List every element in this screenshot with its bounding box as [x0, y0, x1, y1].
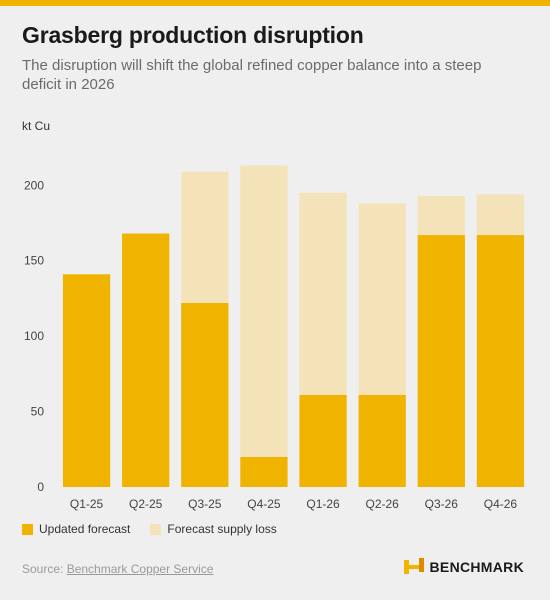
- y-tick-label: 0: [37, 480, 44, 494]
- y-axis-unit-label: kt Cu: [22, 119, 51, 133]
- x-tick-label: Q2-26: [366, 497, 400, 511]
- benchmark-logo-icon: [403, 558, 424, 574]
- bar-forecast-supply-loss: [358, 203, 406, 395]
- bar-forecast-supply-loss: [476, 194, 525, 236]
- bar-updated-forecast: [476, 235, 525, 487]
- bar-updated-forecast: [299, 394, 347, 487]
- x-tick-label: Q1-26: [306, 497, 340, 511]
- bar-updated-forecast: [417, 235, 465, 487]
- bar-forecast-supply-loss: [181, 171, 229, 303]
- bar-updated-forecast: [122, 233, 170, 487]
- legend-item-forecast-supply-loss: Forecast supply loss: [150, 522, 277, 536]
- bar-forecast-supply-loss: [299, 192, 347, 395]
- x-tick-label: Q4-26: [484, 497, 518, 511]
- legend-label-updated-forecast: Updated forecast: [39, 522, 131, 536]
- source-note: Source: Benchmark Copper Service: [22, 562, 213, 576]
- accent-top-bar: [0, 0, 550, 6]
- y-tick-label: 50: [31, 405, 45, 419]
- bar-updated-forecast: [240, 456, 288, 487]
- chart-title: Grasberg production disruption: [22, 22, 364, 48]
- bar-forecast-supply-loss: [417, 195, 465, 236]
- source-prefix: Source:: [22, 562, 67, 576]
- bar-updated-forecast: [358, 394, 406, 487]
- x-tick-label: Q3-25: [188, 497, 222, 511]
- legend-swatch-updated-forecast: [22, 523, 33, 535]
- source-link[interactable]: Benchmark Copper Service: [66, 562, 214, 576]
- chart-legend: Updated forecast Forecast supply loss: [22, 522, 297, 536]
- x-tick-label: Q4-25: [247, 497, 281, 511]
- brand-logo: BENCHMARK: [403, 558, 524, 576]
- brand-name: BENCHMARK: [429, 559, 524, 575]
- y-tick-label: 100: [24, 329, 44, 343]
- bar-updated-forecast: [62, 274, 111, 487]
- x-tick-label: Q1-25: [70, 497, 104, 511]
- x-tick-label: Q3-26: [425, 497, 459, 511]
- y-tick-label: 150: [24, 254, 44, 268]
- x-tick-label: Q2-25: [129, 497, 163, 511]
- y-tick-label: 200: [24, 178, 44, 192]
- legend-item-updated-forecast: Updated forecast: [22, 522, 130, 536]
- legend-swatch-forecast-supply-loss: [150, 523, 162, 535]
- bar-updated-forecast: [181, 302, 229, 487]
- legend-label-forecast-supply-loss: Forecast supply loss: [167, 522, 277, 536]
- bar-forecast-supply-loss: [240, 165, 288, 457]
- chart-subtitle: The disruption will shift the global ref…: [22, 57, 482, 93]
